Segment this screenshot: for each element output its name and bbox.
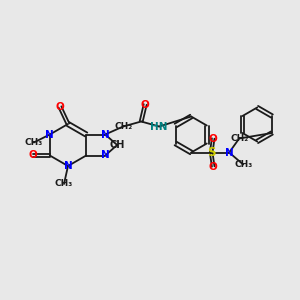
Text: CH₃: CH₃	[234, 160, 252, 169]
Text: CH₂: CH₂	[114, 122, 132, 131]
Text: S: S	[207, 146, 215, 159]
Text: N: N	[101, 130, 110, 140]
Text: O: O	[56, 102, 64, 112]
Text: N: N	[45, 130, 54, 140]
Text: O: O	[209, 161, 218, 172]
Text: CH: CH	[110, 140, 125, 150]
Text: CH₃: CH₃	[25, 138, 43, 147]
Text: HN: HN	[150, 122, 168, 131]
Text: CH₃: CH₃	[55, 179, 73, 188]
Text: N: N	[225, 148, 234, 158]
Text: N: N	[64, 161, 72, 171]
Text: O: O	[141, 100, 150, 110]
Text: O: O	[209, 134, 218, 143]
Text: N: N	[101, 151, 110, 160]
Text: O: O	[28, 151, 37, 160]
Text: CH₂: CH₂	[230, 134, 248, 143]
